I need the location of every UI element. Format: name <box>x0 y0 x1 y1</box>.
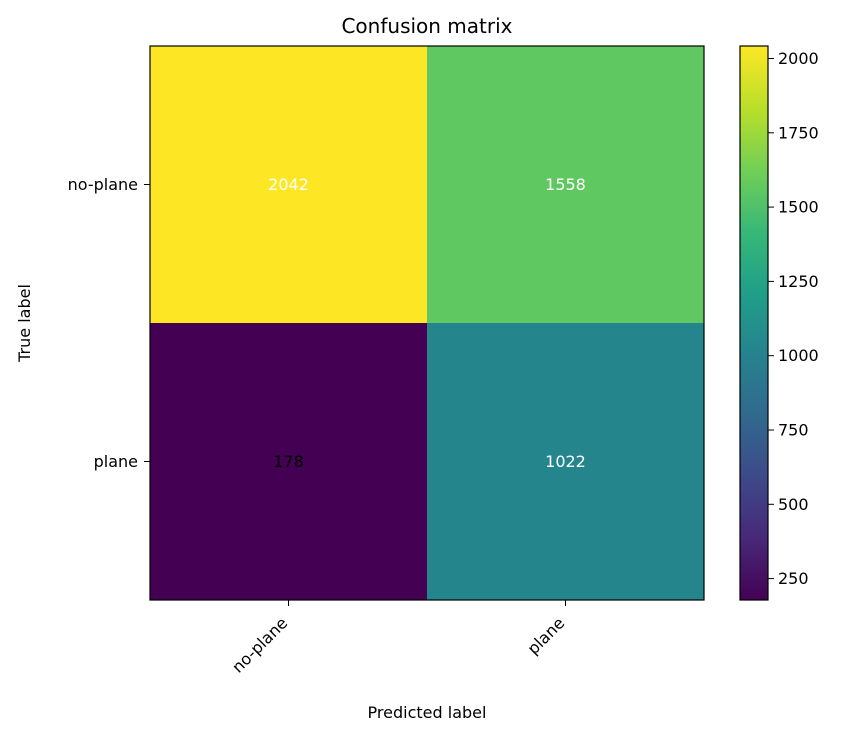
chart-title: Confusion matrix <box>341 14 512 38</box>
heatmap-cell-label-0-0: 2042 <box>268 175 309 194</box>
colorbar-tick-label-3: 1000 <box>778 346 819 365</box>
x-axis-label: Predicted label <box>368 703 487 722</box>
x-axis-ticks: no-plane plane <box>228 600 568 677</box>
heatmap-cell-1-0 <box>150 323 427 600</box>
colorbar <box>740 46 768 600</box>
x-tick-label-1: plane <box>524 613 569 658</box>
heatmap-cell-label-1-1: 1022 <box>545 452 586 471</box>
heatmap-cell-0-0 <box>150 46 427 323</box>
colorbar-tick-label-2: 750 <box>778 420 809 439</box>
heatmap-cells <box>150 46 704 600</box>
colorbar-ticks: 250 500 750 1000 1250 1500 1750 2000 <box>768 49 819 588</box>
y-axis-ticks: no-plane plane <box>68 175 150 471</box>
heatmap-cell-0-1 <box>427 46 704 323</box>
plot-frame <box>149 45 705 601</box>
y-tick-label-0: no-plane <box>68 175 138 194</box>
heatmap-cell-label-0-1: 1558 <box>545 175 586 194</box>
y-tick-label-1: plane <box>94 452 138 471</box>
colorbar-tick-label-7: 2000 <box>778 49 819 68</box>
colorbar-tick-label-4: 1250 <box>778 272 819 291</box>
y-axis-label: True label <box>15 284 34 363</box>
colorbar-tick-label-0: 250 <box>778 569 809 588</box>
heatmap-cell-labels: 2042 1558 178 1022 <box>268 175 586 471</box>
x-tick-label-0: no-plane <box>228 613 291 676</box>
colorbar-tick-label-1: 500 <box>778 495 809 514</box>
colorbar-tick-label-5: 1500 <box>778 198 819 217</box>
colorbar-tick-label-6: 1750 <box>778 123 819 142</box>
heatmap-cell-1-1 <box>427 323 704 600</box>
colorbar-frame <box>739 45 769 601</box>
heatmap-cell-label-1-0: 178 <box>273 452 304 471</box>
